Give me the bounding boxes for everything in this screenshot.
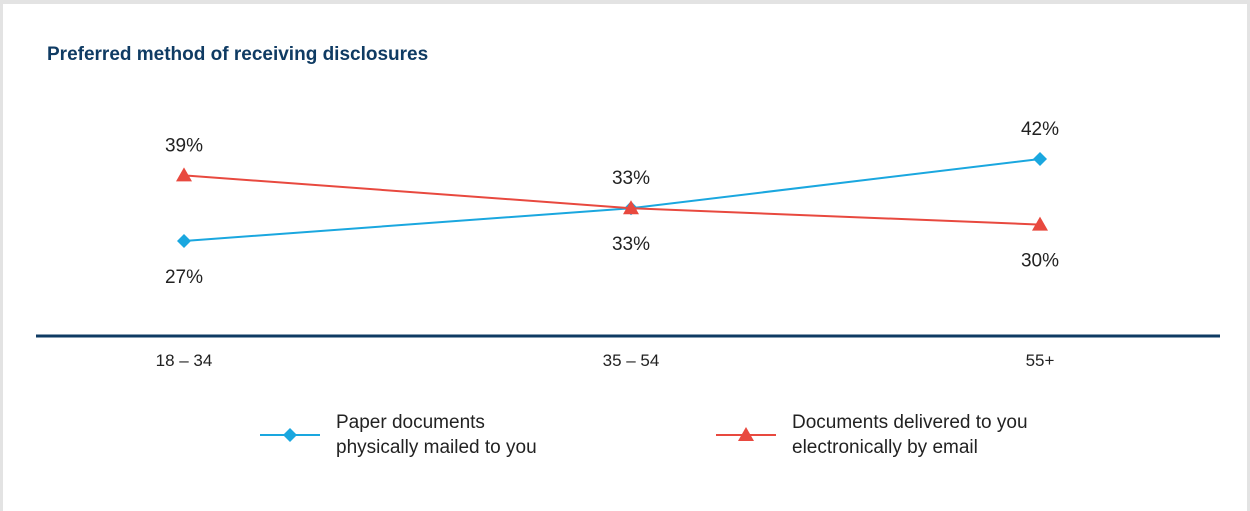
data-label: 30% xyxy=(1021,251,1059,272)
legend-label-email-line2: electronically by email xyxy=(792,437,978,458)
line-chart: 18 – 34 35 – 54 55+ 27% 33% 42% 39% 33% 30% xyxy=(36,119,1220,370)
diamond-point xyxy=(1033,152,1047,166)
data-label: 27% xyxy=(165,267,203,288)
legend-label-paper-line1: Paper documents xyxy=(336,412,485,433)
legend-swatch-paper xyxy=(260,428,320,442)
triangle-point xyxy=(176,167,192,182)
data-label: 39% xyxy=(165,135,203,156)
triangle-marker-icon xyxy=(738,427,754,441)
legend-item-email: Documents delivered to you electronicall… xyxy=(716,410,1112,460)
series-layer: 27% 33% 42% 39% 33% 30% xyxy=(165,119,1059,288)
legend-label-paper-line2: physically mailed to you xyxy=(336,437,537,458)
legend-label-email: Documents delivered to you electronicall… xyxy=(792,410,1112,460)
series-0: 27% 33% 42% xyxy=(165,119,1059,288)
data-label: 33% xyxy=(612,234,650,255)
data-label: 33% xyxy=(612,168,650,189)
legend-item-paper: Paper documents physically mailed to you xyxy=(260,410,656,460)
x-tick-label: 35 – 54 xyxy=(603,351,660,370)
legend-label-email-line1: Documents delivered to you xyxy=(792,412,1028,433)
diamond-marker-icon xyxy=(283,428,297,442)
triangle-point xyxy=(623,200,639,215)
triangle-point xyxy=(1032,216,1048,231)
x-tick-labels: 18 – 34 35 – 54 55+ xyxy=(156,351,1055,370)
legend-label-paper: Paper documents physically mailed to you xyxy=(336,410,656,460)
chart-title: Preferred method of receiving disclosure… xyxy=(47,44,429,65)
data-label: 42% xyxy=(1021,119,1059,140)
series-1: 39% 33% 30% xyxy=(165,135,1059,271)
x-tick-label: 18 – 34 xyxy=(156,351,213,370)
x-tick-label: 55+ xyxy=(1026,351,1055,370)
legend: Paper documents physically mailed to you… xyxy=(260,410,1112,460)
legend-swatch-email xyxy=(716,427,776,441)
diamond-point xyxy=(177,234,191,248)
